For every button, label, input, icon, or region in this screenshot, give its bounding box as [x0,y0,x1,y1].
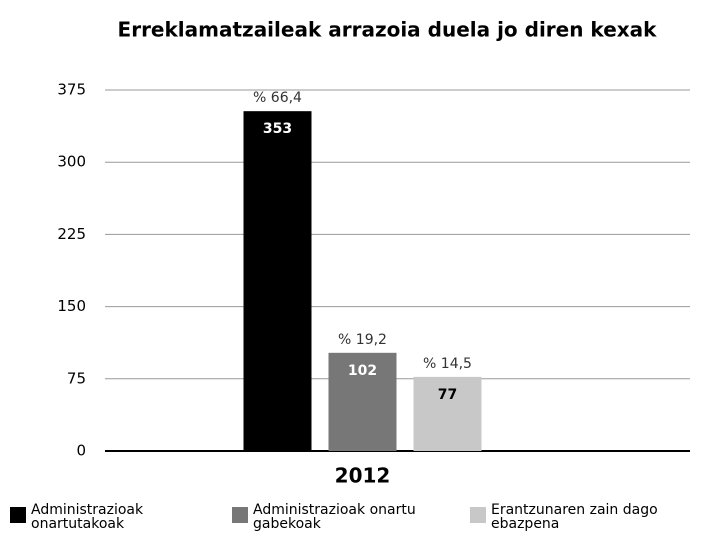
legend-label: Erantzunaren zain dago ebazpena [491,502,658,532]
legend-label: Administrazioak onartutakoak [31,502,144,532]
chart-title: Erreklamatzaileak arrazoia duela jo dire… [118,18,658,42]
y-tick-label: 375 [57,81,86,99]
y-tick-label: 150 [57,297,86,315]
annotation: % 66,4 [253,90,302,106]
annotation: % 14,5 [423,356,472,372]
data-label: 353 [263,121,292,137]
legend-label: Administrazioak onartu gabekoak [253,502,416,532]
data-label: 102 [348,363,377,379]
x-tick-label: 2012 [335,464,391,488]
y-tick-label: 225 [57,225,86,243]
bar [243,111,312,452]
legend-swatch [10,507,26,523]
y-tick-label: 0 [76,442,86,460]
annotation: % 19,2 [338,332,387,348]
legend-swatch [232,507,248,523]
bar [413,376,482,451]
bar [328,352,397,451]
data-label: 77 [438,387,457,403]
legend-swatch [470,507,486,523]
y-tick-label: 75 [67,369,86,387]
y-tick-label: 300 [57,153,86,171]
